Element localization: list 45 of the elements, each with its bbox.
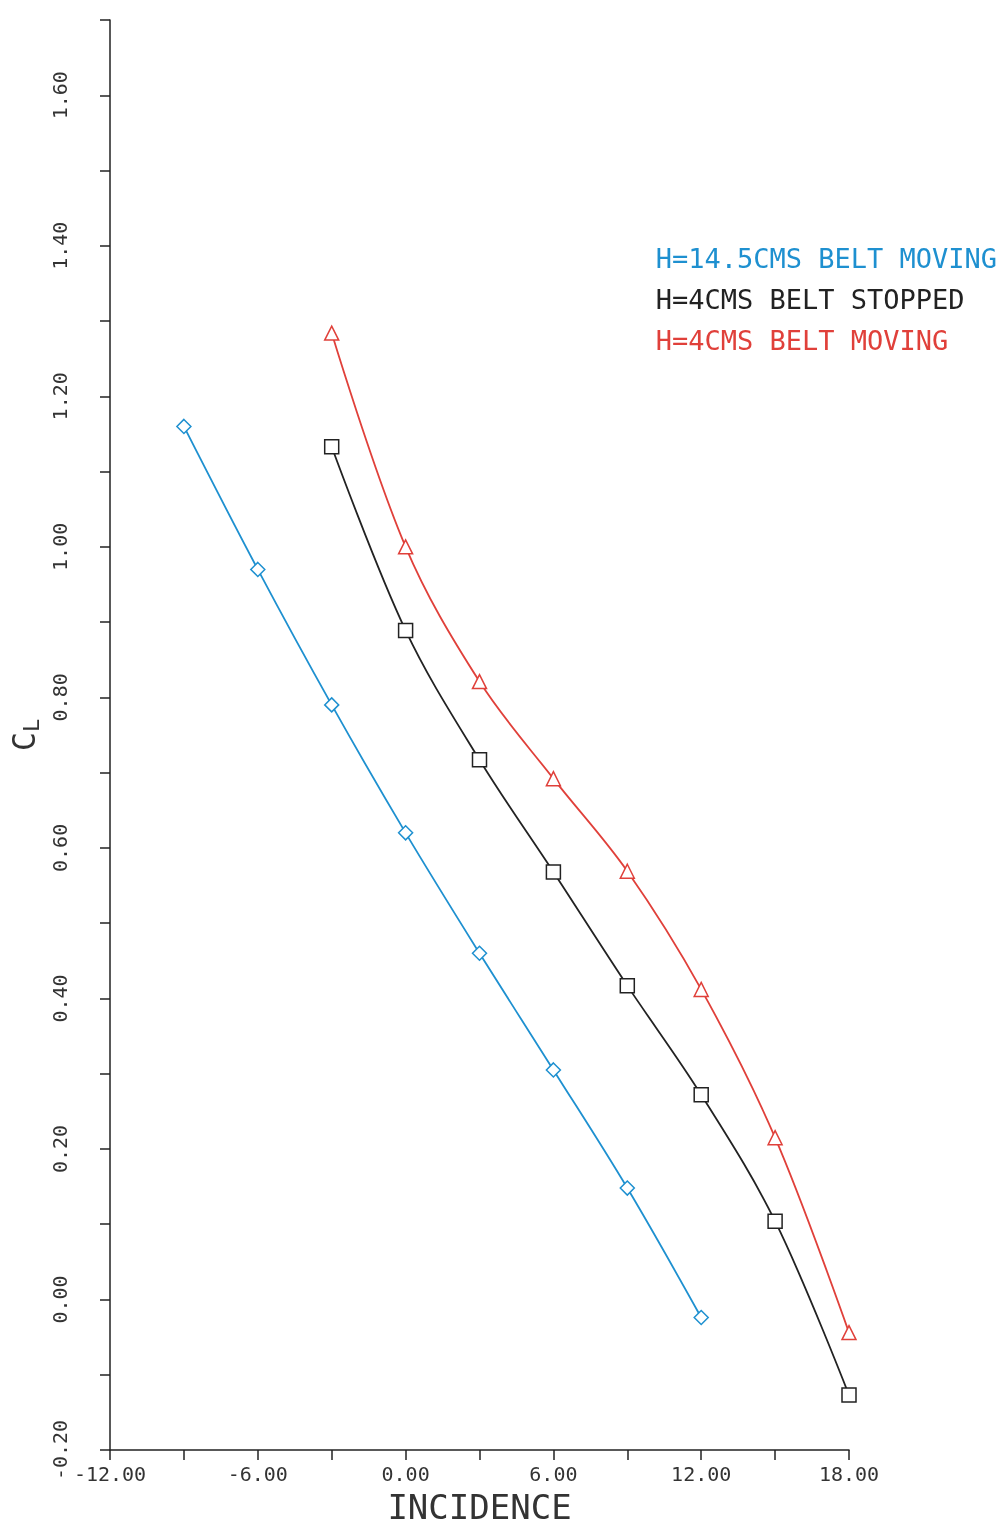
point bbox=[397, 539, 414, 555]
point bbox=[323, 325, 340, 341]
point bbox=[767, 1213, 783, 1229]
y-tick-label: 1.00 bbox=[48, 522, 72, 571]
point bbox=[841, 1387, 857, 1403]
point bbox=[619, 1180, 636, 1196]
x-tick-label: -6.00 bbox=[227, 1462, 288, 1486]
y-tick-label: 1.20 bbox=[48, 372, 72, 421]
y-tick-label: 0.80 bbox=[48, 673, 72, 722]
point bbox=[619, 977, 636, 994]
x-tick-label: 0.00 bbox=[381, 1462, 430, 1486]
text: H=14.5CMS BELT MOVING bbox=[655, 243, 998, 274]
text: H=4CMS BELT MOVING bbox=[655, 325, 949, 356]
y-tick-label: -0.20 bbox=[48, 1419, 72, 1481]
point bbox=[397, 825, 414, 841]
point bbox=[841, 1324, 857, 1341]
point bbox=[693, 1087, 709, 1103]
y-tick-label: 0.00 bbox=[48, 1275, 72, 1324]
point bbox=[323, 438, 340, 455]
point bbox=[545, 1062, 562, 1078]
x-axis-title: INCIDENCE bbox=[387, 1487, 572, 1527]
point bbox=[471, 945, 488, 962]
y-tick-label: 1.40 bbox=[48, 221, 72, 270]
x-tick-label: 6.00 bbox=[529, 1462, 578, 1486]
point bbox=[693, 1309, 709, 1326]
point bbox=[250, 561, 266, 578]
text: H=4CMS BELT STOPPED bbox=[655, 284, 965, 315]
point bbox=[693, 981, 709, 998]
y-tick-label: 0.60 bbox=[48, 823, 72, 872]
point bbox=[545, 770, 562, 787]
x-tick-label: -12.00 bbox=[73, 1462, 147, 1486]
point bbox=[545, 864, 562, 880]
point bbox=[619, 863, 636, 879]
point bbox=[471, 752, 488, 768]
y-tick-label: 0.20 bbox=[48, 1124, 72, 1174]
y-tick-label: 1.60 bbox=[48, 71, 72, 120]
point bbox=[397, 622, 414, 639]
point bbox=[767, 1129, 783, 1146]
point bbox=[471, 673, 488, 690]
x-tick-label: 18.00 bbox=[818, 1462, 880, 1486]
point bbox=[176, 418, 192, 435]
y-tick-label: 0.40 bbox=[48, 974, 72, 1023]
point bbox=[323, 697, 340, 713]
x-tick-label: 12.00 bbox=[671, 1462, 732, 1486]
y-axis-title: CL bbox=[5, 718, 44, 752]
